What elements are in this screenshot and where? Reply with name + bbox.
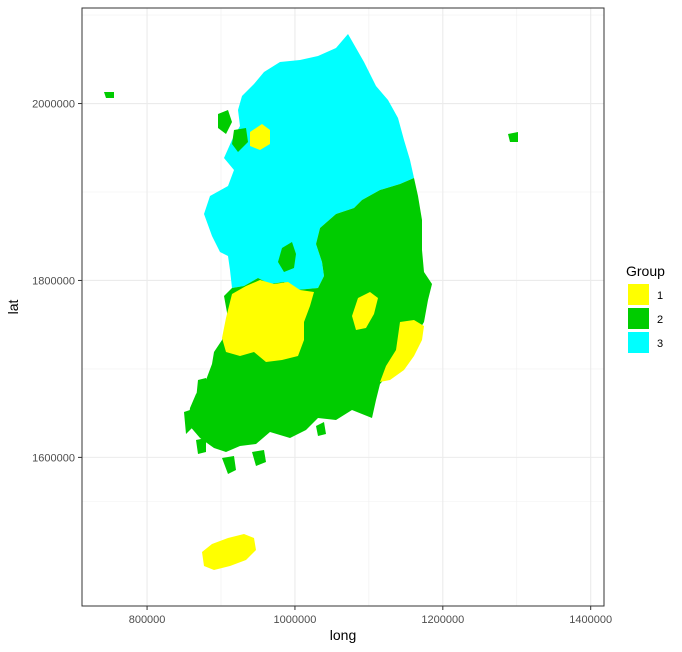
legend-items: 1 2 3 <box>628 284 663 353</box>
region-group-1-central <box>222 280 314 362</box>
x-tick-label: 800000 <box>129 614 166 626</box>
x-tick-label: 1200000 <box>421 614 464 626</box>
region-group-2-enclave <box>278 242 296 272</box>
x-axis-title: long <box>330 627 356 643</box>
legend-title: Group <box>626 263 665 279</box>
x-tick-label: 1000000 <box>274 614 317 626</box>
region-group-1-northwest <box>250 124 270 150</box>
map-regions <box>104 34 518 570</box>
y-tick-label: 1800000 <box>32 275 75 287</box>
y-tick-label: 2000000 <box>32 99 75 111</box>
x-axis-ticks: 800000 1000000 1200000 1400000 <box>129 606 612 626</box>
x-tick-label: 1400000 <box>569 614 612 626</box>
legend-swatch-3 <box>628 332 649 353</box>
legend-label-2: 2 <box>657 314 663 326</box>
legend-swatch-2 <box>628 308 649 329</box>
region-group-1-inland <box>352 292 378 330</box>
panel-border <box>81 7 605 607</box>
legend-label-1: 1 <box>657 290 663 302</box>
region-group-1-southeast <box>380 320 424 382</box>
legend: Group 1 2 3 <box>626 263 665 353</box>
y-axis-ticks: 1600000 1800000 2000000 <box>32 99 82 464</box>
legend-swatch-1 <box>628 284 649 305</box>
region-group-2-main <box>188 178 432 452</box>
region-group-3-main <box>204 34 414 290</box>
region-group-1-jeju <box>202 534 256 570</box>
y-axis-title: lat <box>5 300 21 315</box>
region-group-2-west-islands <box>184 378 326 474</box>
legend-label-3: 3 <box>657 338 663 350</box>
y-tick-label: 1600000 <box>32 452 75 464</box>
